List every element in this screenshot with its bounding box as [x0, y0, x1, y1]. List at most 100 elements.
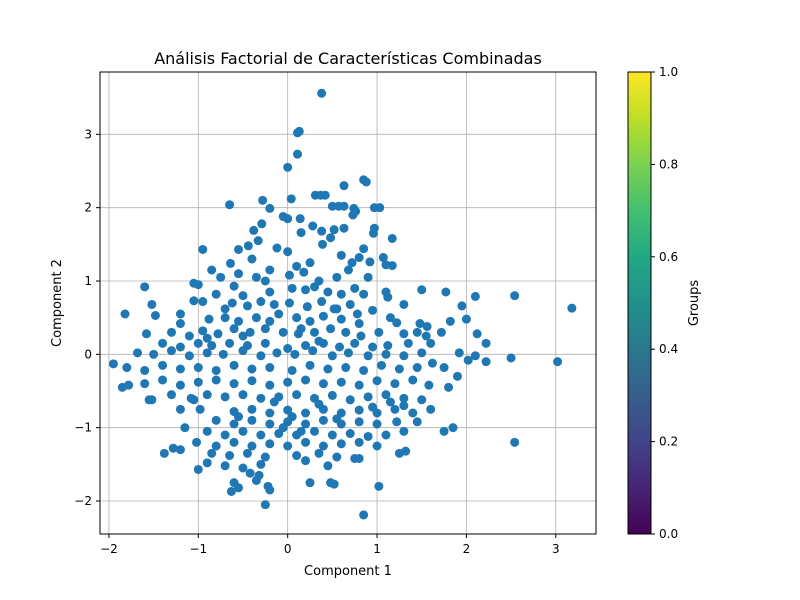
scatter-point: [378, 253, 388, 263]
scatter-point: [265, 316, 275, 326]
scatter-point: [363, 351, 373, 361]
scatter-point: [394, 364, 404, 374]
scatter-point: [193, 464, 203, 474]
y-axis-ticks: −2 −1 0 1 2 3: [74, 127, 100, 508]
scatter-point: [204, 314, 214, 324]
colorbar-tick-label: 0.6: [659, 250, 678, 264]
scatter-point: [247, 376, 257, 386]
scatter-point: [336, 289, 346, 299]
scatter-point: [401, 446, 411, 456]
scatter-point: [198, 326, 208, 336]
scatter-point: [257, 219, 267, 229]
scatter-point: [347, 258, 357, 268]
scatter-point: [211, 415, 221, 425]
scatter-point: [272, 348, 282, 358]
scatter-point: [345, 299, 355, 309]
scatter-point: [283, 441, 293, 451]
scatter-point: [216, 272, 226, 282]
scatter-point: [292, 261, 302, 271]
scatter-point: [296, 228, 306, 238]
x-tick-label: −2: [100, 542, 118, 556]
scatter-point: [247, 441, 257, 451]
scatter-point: [359, 510, 369, 520]
scatter-point: [301, 408, 311, 418]
scatter-point: [350, 283, 360, 293]
scatter-point: [368, 305, 378, 315]
scatter-point: [150, 310, 160, 320]
scatter-point: [133, 348, 143, 358]
scatter-point: [399, 299, 409, 309]
scatter-point: [305, 360, 315, 370]
scatter-point: [175, 342, 185, 352]
scatter-point: [225, 200, 235, 210]
scatter-point: [144, 395, 154, 405]
scatter-point: [202, 458, 212, 468]
y-tick-label: −1: [74, 421, 92, 435]
scatter-point: [184, 331, 194, 341]
scatter-point: [326, 324, 336, 334]
scatter-point: [166, 390, 176, 400]
scatter-point: [256, 393, 266, 403]
scatter-point: [175, 319, 185, 329]
scatter-point: [158, 360, 168, 370]
scatter-point: [256, 430, 266, 440]
scatter-point: [305, 316, 315, 326]
plot-area-frame: [99, 71, 597, 535]
scatter-point: [314, 336, 324, 346]
scatter-point: [198, 297, 208, 307]
scatter-point: [180, 423, 190, 433]
scatter-point: [260, 338, 270, 348]
x-tick-label: −1: [189, 542, 207, 556]
scatter-point: [260, 276, 270, 286]
scatter-point: [368, 342, 378, 352]
scatter-point: [301, 285, 311, 295]
scatter-point: [387, 233, 397, 243]
scatter-point: [166, 327, 176, 337]
scatter-point: [258, 195, 268, 205]
scatter-point: [265, 419, 275, 429]
scatter-point: [553, 357, 563, 367]
scatter-point: [211, 441, 221, 451]
scatter-point: [265, 265, 275, 275]
scatter-point: [251, 475, 261, 485]
scatter-point: [327, 201, 337, 211]
y-tick-label: 1: [84, 274, 92, 288]
scatter-point: [385, 313, 395, 323]
scatter-point: [158, 338, 168, 348]
colorbar-tick-label: 0.0: [659, 527, 678, 541]
y-tick-label: 2: [84, 201, 92, 215]
scatter-point: [211, 365, 221, 375]
scatter-point: [452, 371, 462, 381]
scatter-point: [327, 351, 337, 361]
scatter-point: [354, 319, 364, 329]
scatter-point: [247, 254, 257, 264]
scatter-point: [454, 348, 464, 358]
scatter-point: [302, 302, 312, 312]
scatter-point: [283, 247, 293, 257]
scatter-point: [412, 363, 422, 373]
scatter-point: [301, 341, 311, 351]
scatter-point: [287, 412, 297, 422]
scatter-point: [354, 453, 364, 463]
x-tick-label: 0: [284, 542, 292, 556]
scatter-point: [327, 430, 337, 440]
scatter-point: [293, 149, 303, 159]
scatter-point: [274, 309, 284, 319]
data-points: [108, 88, 577, 520]
scatter-point: [202, 348, 212, 358]
y-tick-label: −2: [74, 494, 92, 508]
scatter-point: [314, 399, 324, 409]
scatter-point: [225, 338, 235, 348]
x-tick-label: 2: [463, 542, 471, 556]
scatter-point: [278, 327, 288, 337]
scatter-point: [207, 265, 217, 275]
scatter-point: [363, 272, 373, 282]
colorbar-ticks: 0.0 0.2 0.4 0.6 0.8 1.0: [651, 65, 678, 541]
scatter-point: [202, 390, 212, 400]
scatter-point: [343, 265, 353, 275]
scatter-point: [457, 301, 467, 311]
scatter-point: [318, 441, 328, 451]
scatter-point: [234, 244, 244, 254]
scatter-point: [234, 412, 244, 422]
scatter-point: [192, 437, 202, 447]
